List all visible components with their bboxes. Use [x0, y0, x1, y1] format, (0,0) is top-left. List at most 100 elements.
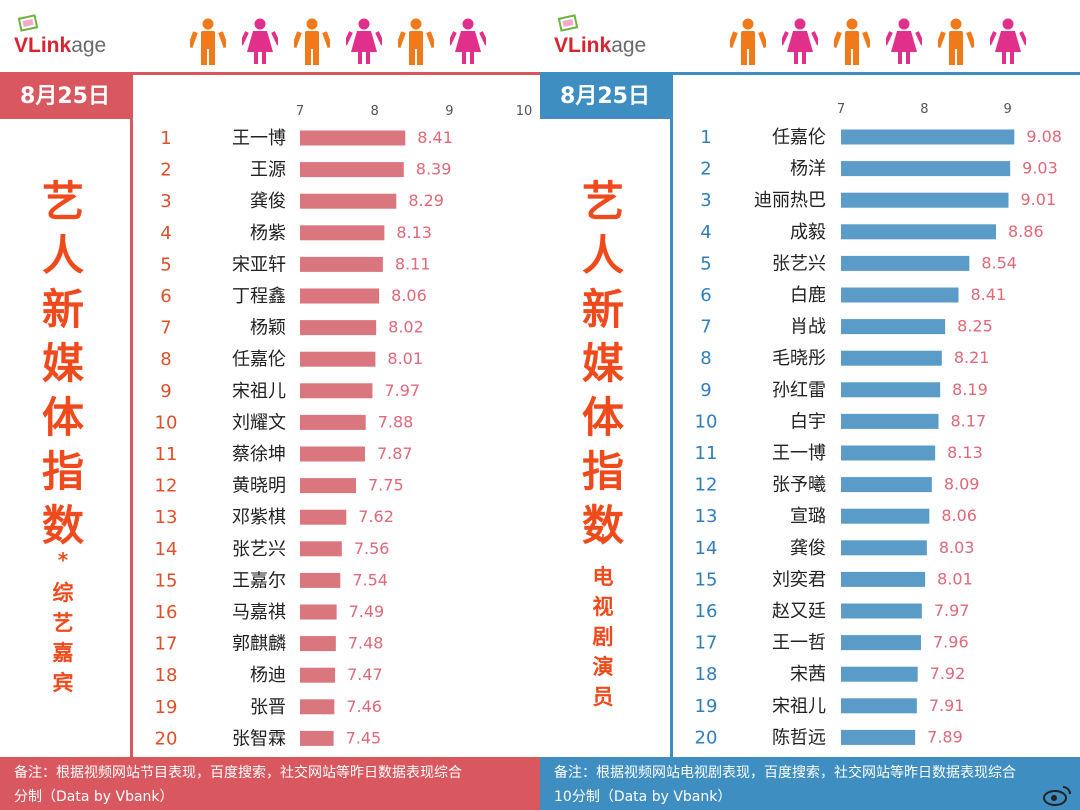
rank-label: 5	[160, 254, 171, 275]
divider-line	[130, 75, 133, 757]
man-icon	[938, 18, 974, 65]
rank-label: 4	[700, 222, 711, 243]
rank-label: 13	[695, 506, 718, 527]
subtitle-char: 艺	[52, 611, 74, 635]
title-star: *	[57, 548, 69, 572]
footer-note: 备注：根据视频网站节目表现，百度搜索，社交网站等昨日数据表现综合 分制（Data…	[0, 757, 540, 810]
bar	[841, 129, 1015, 145]
value-label: 7.75	[368, 476, 404, 495]
category-label: 杨紫	[250, 223, 286, 244]
rank-label: 16	[155, 602, 178, 623]
screen-icon	[557, 14, 579, 32]
rank-label: 14	[695, 538, 718, 559]
top-band	[0, 72, 540, 75]
category-label: 成毅	[790, 222, 826, 243]
bar	[841, 382, 941, 398]
bar	[300, 351, 376, 367]
category-label: 龚俊	[250, 191, 286, 212]
man-icon	[398, 18, 434, 65]
rank-label: 17	[695, 633, 718, 654]
category-label: 宋茜	[790, 664, 826, 685]
subtitle-char: 电	[592, 565, 614, 589]
subtitle-vertical: 电视剧演员	[573, 562, 633, 712]
title-char: 指	[581, 447, 624, 496]
value-label: 8.13	[396, 223, 432, 242]
value-label: 7.97	[384, 381, 420, 400]
man-icon	[190, 18, 226, 65]
value-label: 8.41	[417, 128, 453, 147]
weibo-icon	[1043, 786, 1071, 806]
category-label: 杨洋	[790, 159, 826, 180]
category-label: 孙红雷	[772, 380, 826, 401]
value-label: 7.88	[378, 412, 414, 431]
category-label: 张智霖	[232, 728, 286, 749]
title-char: 媒	[581, 339, 624, 388]
rank-label: 20	[155, 728, 178, 749]
category-label: 丁程鑫	[232, 286, 286, 307]
footer-line-2: 10分制（Data by Vbank）	[554, 789, 732, 805]
x-tick-label: 8	[920, 102, 928, 117]
category-label: 王源	[250, 160, 286, 181]
value-label: 7.87	[377, 444, 413, 463]
value-label: 8.11	[395, 254, 431, 273]
bar	[300, 193, 397, 209]
chart-left: 7 8 9 10 1 王一博 8.41 2 王源 8.39 3 龚俊 8.29 4 杨紫 8.13 5 宋亚轩 8.…	[155, 104, 533, 749]
subtitle-char: 嘉	[52, 641, 74, 665]
value-label: 8.86	[1008, 222, 1044, 241]
value-label: 8.17	[951, 411, 987, 430]
logo-text-age: age	[71, 34, 107, 57]
rank-label: 10	[695, 411, 718, 432]
date-box: 8月25日	[0, 75, 130, 119]
category-label: 赵又廷	[772, 601, 826, 622]
rank-label: 1	[700, 127, 711, 148]
woman-icon	[346, 18, 382, 64]
value-label: 7.56	[354, 539, 390, 558]
bar	[841, 319, 946, 335]
bar	[300, 699, 335, 715]
rank-label: 13	[155, 507, 178, 528]
man-icon	[294, 18, 330, 65]
rank-label: 7	[160, 318, 171, 339]
value-label: 9.08	[1026, 127, 1062, 146]
x-tick-label: 9	[1004, 102, 1012, 117]
footer-line-2: 分制（Data by Vbank）	[14, 789, 174, 805]
rank-label: 8	[700, 348, 711, 369]
title-char: 新	[41, 285, 84, 334]
x-tick-label: 7	[837, 102, 845, 117]
category-label: 宋亚轩	[232, 254, 286, 275]
category-label: 张予曦	[772, 475, 826, 496]
value-label: 8.01	[387, 349, 423, 368]
vlinkage-logo: VLinkage	[554, 14, 679, 64]
subtitle-char: 剧	[592, 625, 614, 649]
value-label: 7.47	[347, 665, 383, 684]
rank-label: 6	[700, 285, 711, 306]
bar	[841, 413, 939, 429]
bar	[841, 698, 917, 714]
rank-label: 11	[695, 443, 718, 464]
bar	[300, 320, 377, 336]
value-label: 8.29	[408, 191, 444, 210]
subtitle-char: 视	[592, 595, 614, 619]
value-label: 7.97	[934, 601, 970, 620]
bar	[841, 287, 959, 303]
woman-icon	[782, 18, 818, 64]
footer-line-1: 备注：根据视频网站节目表现，百度搜索，社交网站等昨日数据表现综合	[14, 765, 462, 781]
rank-label: 3	[700, 190, 711, 211]
category-label: 王嘉尔	[232, 570, 286, 591]
value-label: 8.06	[391, 286, 427, 305]
bar	[841, 161, 1011, 177]
category-label: 白鹿	[790, 285, 826, 306]
category-label: 龚俊	[790, 538, 826, 559]
category-label: 王一博	[772, 443, 826, 464]
title-star: *	[597, 530, 609, 554]
title-char: 体	[41, 393, 84, 442]
value-label: 8.25	[957, 317, 993, 336]
bar	[300, 225, 385, 241]
date-box: 8月25日	[540, 75, 670, 119]
title-char: 人	[581, 231, 624, 280]
x-tick-label: 10	[516, 104, 533, 119]
value-label: 7.92	[930, 664, 966, 683]
logo-text-age: age	[611, 34, 647, 57]
bar	[300, 667, 336, 683]
category-label: 白宇	[790, 411, 826, 432]
